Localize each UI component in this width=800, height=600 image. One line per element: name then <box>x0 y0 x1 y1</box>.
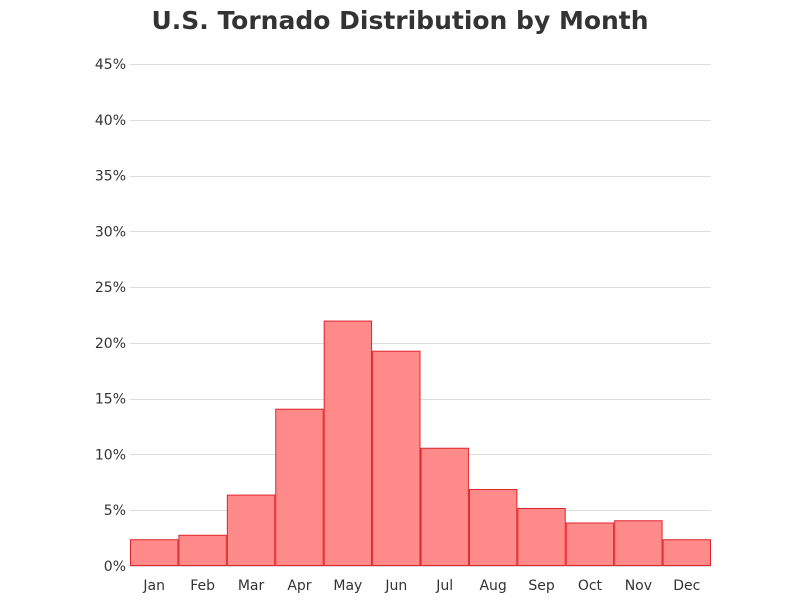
x-tick-label: Jan <box>142 578 165 594</box>
x-tick-label: Oct <box>578 578 603 594</box>
bar-mar <box>226 494 276 566</box>
bars <box>130 320 711 567</box>
x-tick-label: Sep <box>528 578 555 594</box>
x-tick-label: May <box>333 578 362 594</box>
chart-title: U.S. Tornado Distribution by Month <box>151 6 649 35</box>
y-tick-label: 40% <box>95 113 126 129</box>
bar-may <box>323 320 373 567</box>
y-tick-label: 15% <box>95 392 126 408</box>
y-tick-label: 20% <box>95 336 126 352</box>
x-tick-label: Jun <box>384 578 407 594</box>
bar-dec <box>662 539 711 567</box>
y-tick-label: 10% <box>95 447 126 463</box>
bar-aug <box>468 489 518 567</box>
y-tick-label: 25% <box>95 280 126 296</box>
x-tick-label: Aug <box>479 578 506 594</box>
bar-jun <box>372 350 421 566</box>
x-tick-label: Nov <box>625 578 652 594</box>
bar-jul <box>420 447 469 566</box>
x-tick-label: Apr <box>287 578 311 594</box>
bar-jan <box>130 539 179 567</box>
y-tick-label: 0% <box>104 559 126 575</box>
bar-feb <box>178 534 227 567</box>
bar-apr <box>275 408 324 566</box>
x-tick-label: Feb <box>190 578 215 594</box>
x-axis-tick-labels: Jan Feb Mar Apr May Jun Jul Aug Sep Oct Nov Dec <box>142 578 700 594</box>
x-tick-label: Jul <box>435 578 453 594</box>
y-tick-label: 30% <box>95 224 126 240</box>
x-tick-label: Dec <box>673 578 700 594</box>
y-axis-tick-labels: 0% 5% 10% 15% 20% 25% 30% 35% 40% 45% <box>95 57 126 575</box>
y-tick-label: 5% <box>104 503 126 519</box>
bar-sep <box>517 507 566 567</box>
bar-nov <box>614 520 663 566</box>
y-tick-label: 45% <box>95 57 126 73</box>
x-tick-label: Mar <box>238 578 265 594</box>
y-tick-label: 35% <box>95 169 126 185</box>
bar-oct <box>565 522 615 567</box>
